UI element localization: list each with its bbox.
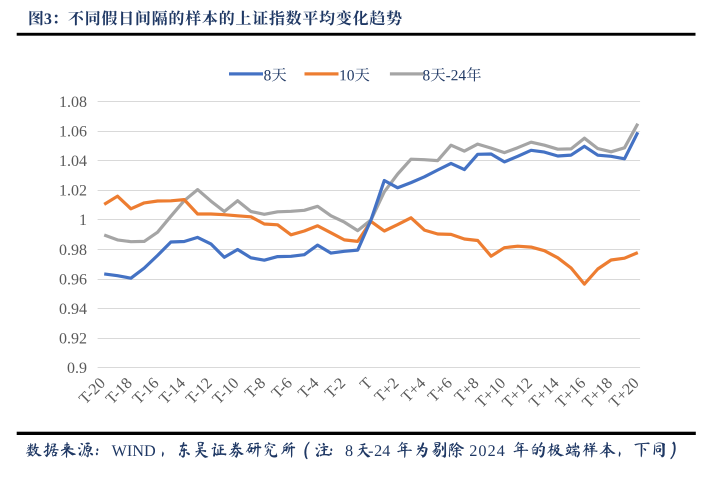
svg-text:1: 1 [79, 212, 87, 229]
svg-text:0.9: 0.9 [67, 360, 87, 377]
svg-text:0.98: 0.98 [59, 242, 87, 259]
svg-text:1.04: 1.04 [59, 153, 87, 170]
svg-text:0.92: 0.92 [59, 331, 87, 348]
svg-text:0.96: 0.96 [59, 271, 87, 288]
svg-text:0.94: 0.94 [59, 301, 87, 318]
svg-text:1.06: 1.06 [59, 123, 87, 140]
svg-text:1.08: 1.08 [59, 94, 87, 111]
svg-text:1.02: 1.02 [59, 183, 87, 200]
